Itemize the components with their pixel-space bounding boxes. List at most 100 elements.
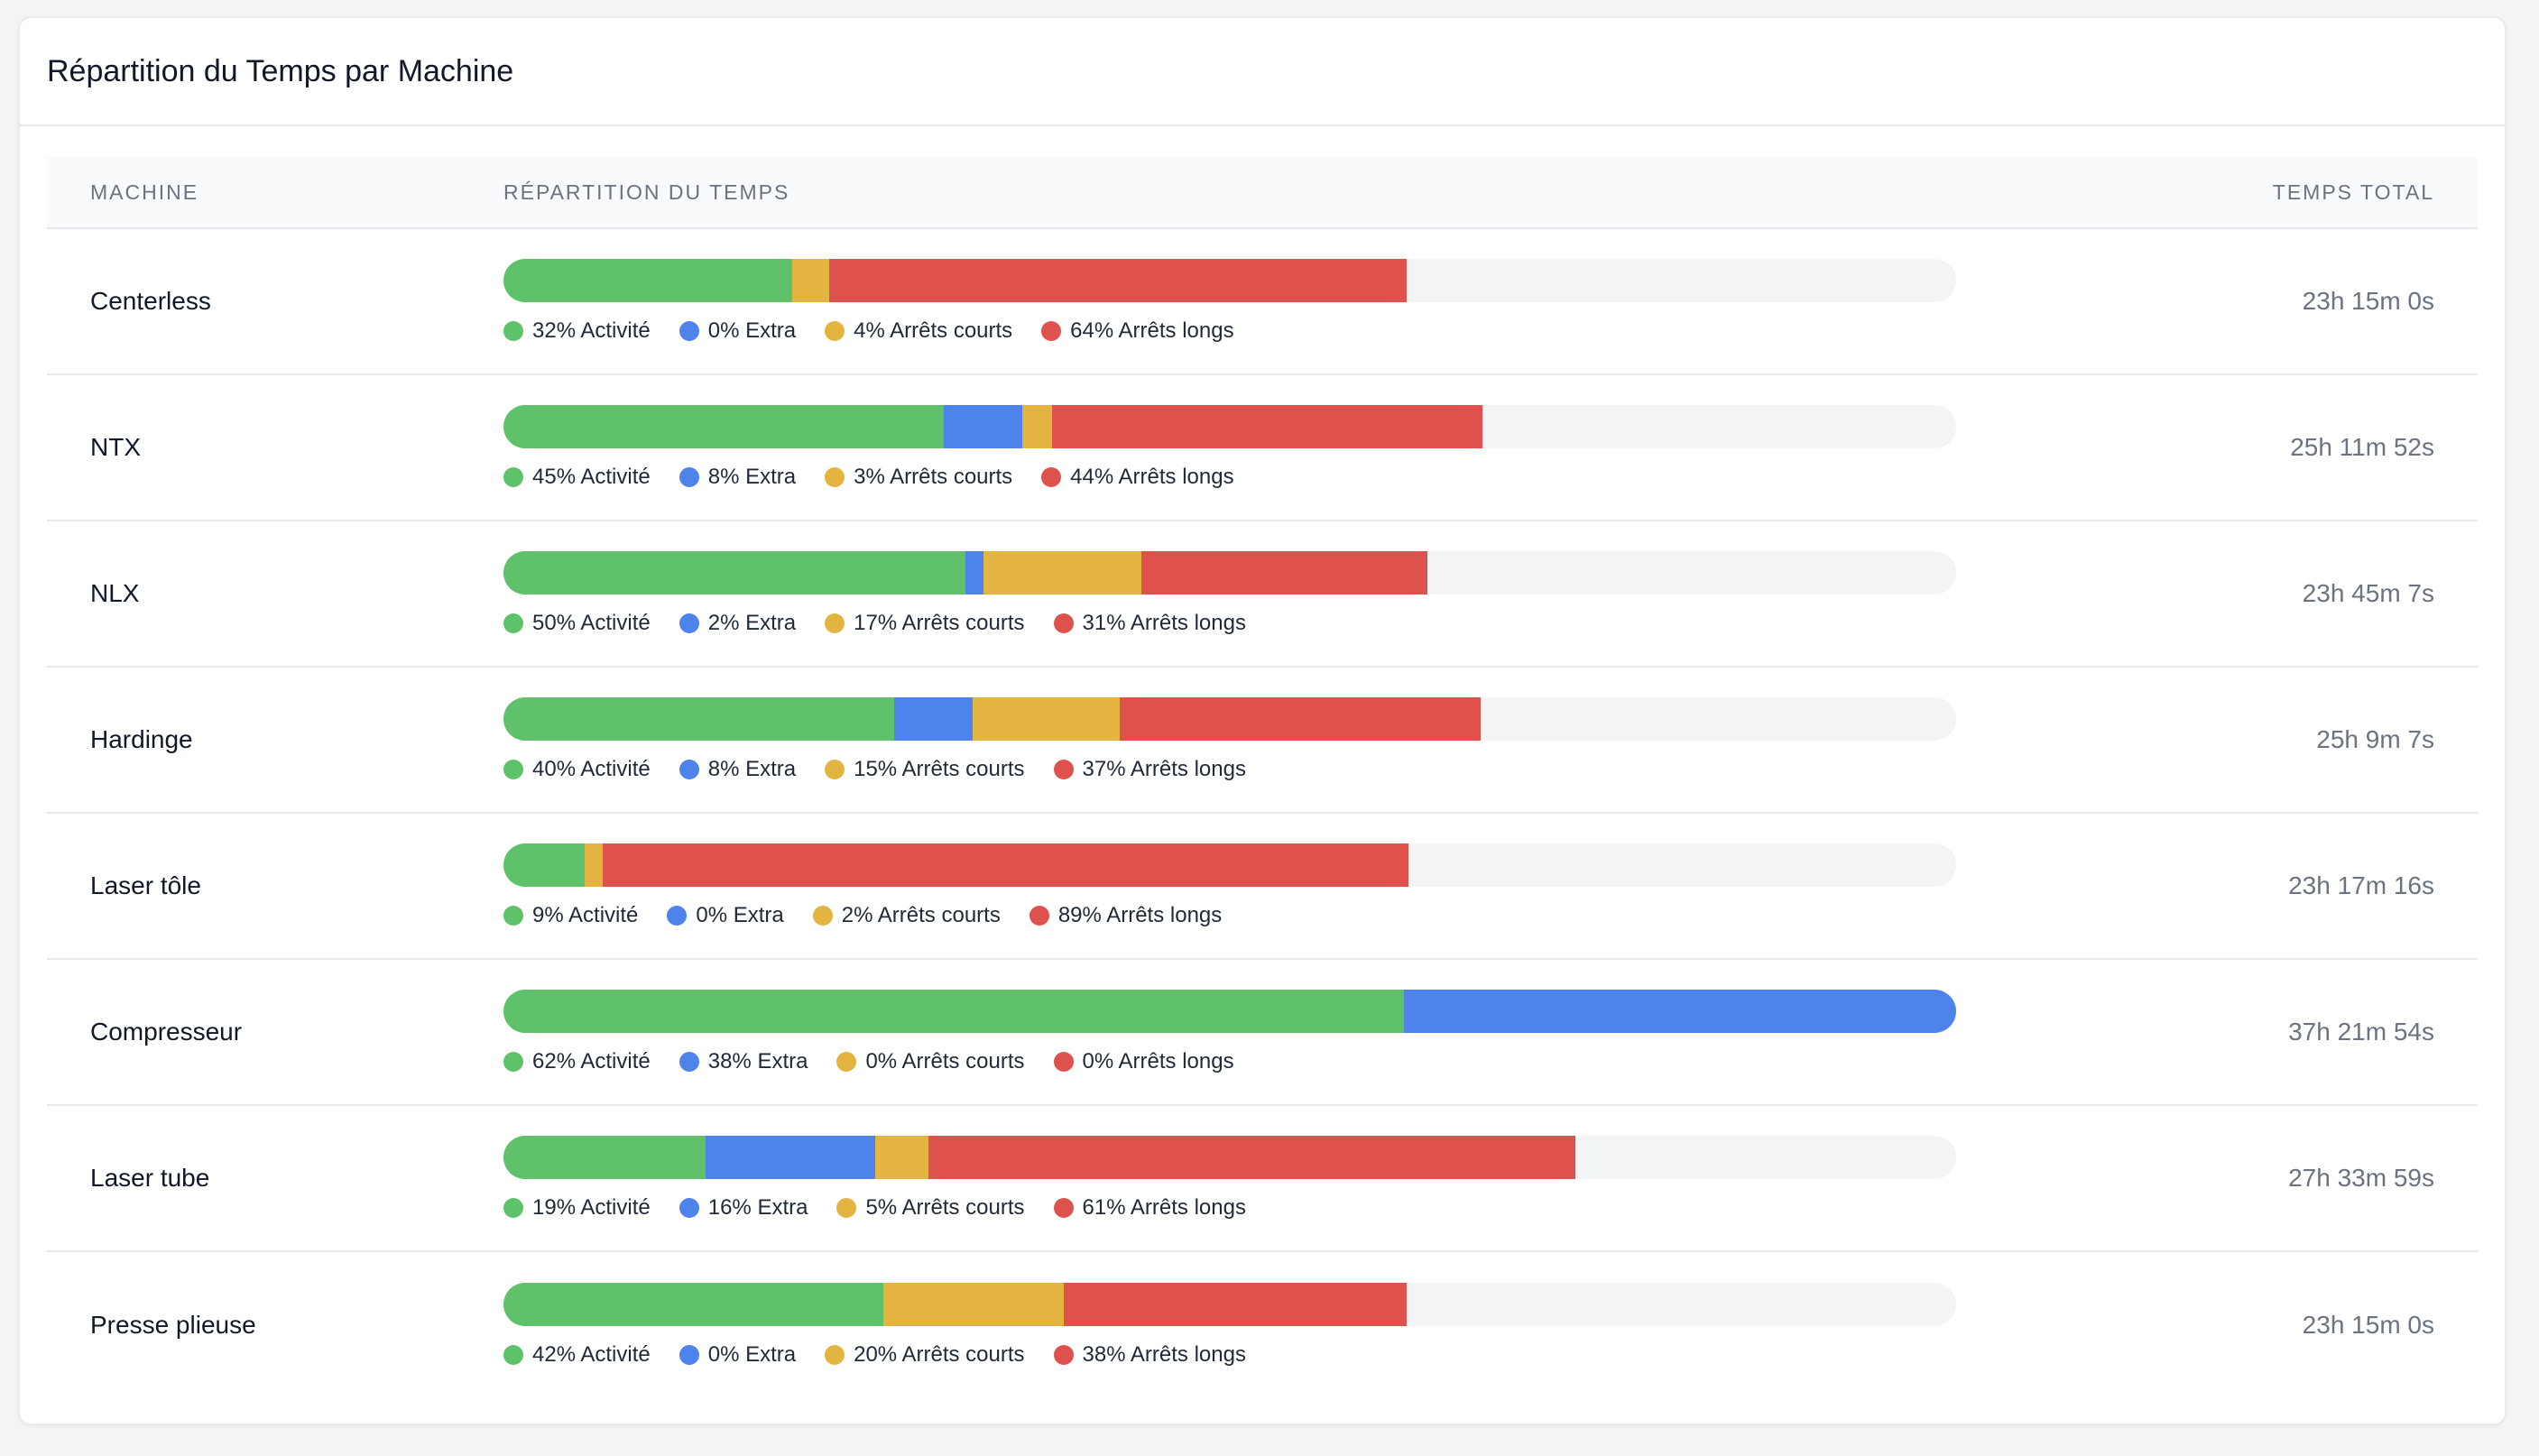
legend-label: 2% Arrêts courts xyxy=(841,903,1001,927)
table-row[interactable]: Laser tôle 9% Activité 0% Extra 2% Arrêts c… xyxy=(47,814,2478,960)
legend-label: 45% Activité xyxy=(532,465,651,489)
legend-label: 62% Activité xyxy=(532,1049,651,1074)
bar-segment-courts xyxy=(1022,405,1052,448)
legend-item-longs: 44% Arrêts longs xyxy=(1041,465,1234,490)
legend-dot-icon xyxy=(836,1052,857,1072)
legend-dot-icon xyxy=(825,613,845,633)
legend-label: 17% Arrêts courts xyxy=(854,611,1025,635)
legend-label: 44% Arrêts longs xyxy=(1070,465,1234,489)
machine-name: NTX xyxy=(90,433,141,461)
legend-label: 9% Activité xyxy=(532,903,639,927)
legend-item-extra: 16% Extra xyxy=(679,1195,808,1221)
time-distribution-cell: 9% Activité 0% Extra 2% Arrêts courts 89% A… xyxy=(503,843,2117,928)
total-time: 23h 45m 7s xyxy=(2302,579,2434,607)
legend-label: 8% Extra xyxy=(707,465,797,489)
legend-label: 61% Arrêts longs xyxy=(1082,1195,1246,1220)
legend-dot-icon xyxy=(825,321,845,341)
legend-item-longs: 61% Arrêts longs xyxy=(1053,1195,1246,1221)
machine-name: Presse plieuse xyxy=(90,1311,256,1339)
time-distribution-cell: 32% Activité 0% Extra 4% Arrêts courts 64% … xyxy=(503,259,2117,344)
table-row[interactable]: NTX 45% Activité 8% Extra 3% Arrêts courts 4… xyxy=(47,375,2478,521)
legend-label: 38% Arrêts longs xyxy=(1082,1342,1246,1367)
machine-name: Hardinge xyxy=(90,725,193,753)
legend-label: 16% Extra xyxy=(707,1195,808,1220)
bar-segment-extra xyxy=(705,1136,875,1179)
legend-dot-icon xyxy=(825,760,845,779)
legend-label: 37% Arrêts longs xyxy=(1082,757,1246,781)
legend-item-extra: 0% Extra xyxy=(679,1342,796,1368)
bar-segment-courts xyxy=(983,551,1141,594)
bar-segment-courts xyxy=(973,697,1120,741)
time-distribution-cell: 40% Activité 8% Extra 15% Arrêts courts 37%… xyxy=(503,697,2117,782)
legend-item-extra: 38% Extra xyxy=(679,1049,808,1074)
legend-dot-icon xyxy=(679,1198,699,1218)
legend-item-extra: 8% Extra xyxy=(679,757,796,782)
machine-name: Centerless xyxy=(90,287,211,315)
table-row[interactable]: Hardinge 40% Activité 8% Extra 15% Arrêts c… xyxy=(47,668,2478,814)
legend-item-courts: 5% Arrêts courts xyxy=(836,1195,1025,1221)
legend-label: 38% Extra xyxy=(707,1049,808,1074)
legend-dot-icon xyxy=(503,906,523,926)
legend-label: 64% Arrêts longs xyxy=(1070,318,1234,343)
time-distribution-bar xyxy=(503,843,1956,887)
legend-label: 0% Arrêts courts xyxy=(865,1049,1025,1074)
legend-item-longs: 89% Arrêts longs xyxy=(1029,903,1222,928)
legend-item-courts: 20% Arrêts courts xyxy=(825,1342,1025,1368)
legend-dot-icon xyxy=(812,906,833,926)
legend-dot-icon xyxy=(1053,1052,1074,1072)
bar-segment-longs xyxy=(828,259,1408,302)
bar-segment-activite xyxy=(503,990,1405,1033)
legend-item-activite: 19% Activité xyxy=(503,1195,651,1221)
legend-dot-icon xyxy=(1053,760,1074,779)
legend-dot-icon xyxy=(836,1198,857,1218)
legend-item-extra: 0% Extra xyxy=(679,318,796,344)
bar-segment-activite xyxy=(503,1136,706,1179)
legend-label: 42% Activité xyxy=(532,1342,651,1367)
bar-segment-activite xyxy=(503,697,895,741)
legend-item-longs: 38% Arrêts longs xyxy=(1053,1342,1246,1368)
legend-dot-icon xyxy=(503,321,523,341)
legend-label: 2% Extra xyxy=(707,611,797,635)
legend-item-courts: 15% Arrêts courts xyxy=(825,757,1025,782)
legend-dot-icon xyxy=(825,467,845,487)
legend-dot-icon xyxy=(825,1345,845,1365)
distribution-legend: 62% Activité 38% Extra 0% Arrêts courts 0% … xyxy=(503,1049,2117,1074)
table-row[interactable]: Presse plieuse 42% Activité 0% Extra 20% Ar… xyxy=(47,1252,2478,1398)
legend-dot-icon xyxy=(503,1198,523,1218)
table-row[interactable]: Centerless 32% Activité 0% Extra 4% Arrêts … xyxy=(47,229,2478,375)
legend-label: 19% Activité xyxy=(532,1195,651,1220)
table-row[interactable]: Compresseur 62% Activité 38% Extra 0% Arrêt… xyxy=(47,960,2478,1106)
legend-label: 0% Extra xyxy=(707,318,797,343)
column-header-total: TEMPS TOTAL xyxy=(2272,180,2434,204)
table-body: Centerless 32% Activité 0% Extra 4% Arrêts … xyxy=(47,229,2478,1398)
total-time: 27h 33m 59s xyxy=(2288,1164,2434,1192)
legend-dot-icon xyxy=(1041,467,1062,487)
bar-segment-longs xyxy=(1063,1283,1408,1326)
card-title: Répartition du Temps par Machine xyxy=(47,53,514,88)
legend-dot-icon xyxy=(1053,1198,1074,1218)
machine-name: Compresseur xyxy=(90,1018,243,1046)
legend-item-extra: 0% Extra xyxy=(667,903,784,928)
time-distribution-bar xyxy=(503,259,1956,302)
bar-segment-extra xyxy=(965,551,984,594)
legend-label: 20% Arrêts courts xyxy=(854,1342,1025,1367)
time-distribution-cell: 45% Activité 8% Extra 3% Arrêts courts 44% … xyxy=(503,405,2117,490)
legend-dot-icon xyxy=(679,467,699,487)
legend-item-longs: 64% Arrêts longs xyxy=(1041,318,1234,344)
bar-segment-longs xyxy=(603,843,1408,887)
table-row[interactable]: Laser tube 19% Activité 16% Extra 5% Arrêts… xyxy=(47,1106,2478,1252)
legend-label: 0% Extra xyxy=(696,903,784,927)
legend-dot-icon xyxy=(1029,906,1049,926)
total-time: 37h 21m 54s xyxy=(2288,1018,2434,1046)
total-time: 23h 15m 0s xyxy=(2302,287,2434,315)
legend-item-courts: 17% Arrêts courts xyxy=(825,611,1025,636)
legend-item-activite: 50% Activité xyxy=(503,611,651,636)
distribution-legend: 40% Activité 8% Extra 15% Arrêts courts 37%… xyxy=(503,757,2117,782)
legend-label: 89% Arrêts longs xyxy=(1057,903,1223,927)
legend-label: 0% Extra xyxy=(707,1342,797,1367)
time-distribution-bar xyxy=(503,405,1956,448)
legend-dot-icon xyxy=(679,321,699,341)
legend-label: 50% Activité xyxy=(532,611,651,635)
table-row[interactable]: NLX 50% Activité 2% Extra 17% Arrêts courts… xyxy=(47,521,2478,668)
legend-label: 4% Arrêts courts xyxy=(854,318,1013,343)
